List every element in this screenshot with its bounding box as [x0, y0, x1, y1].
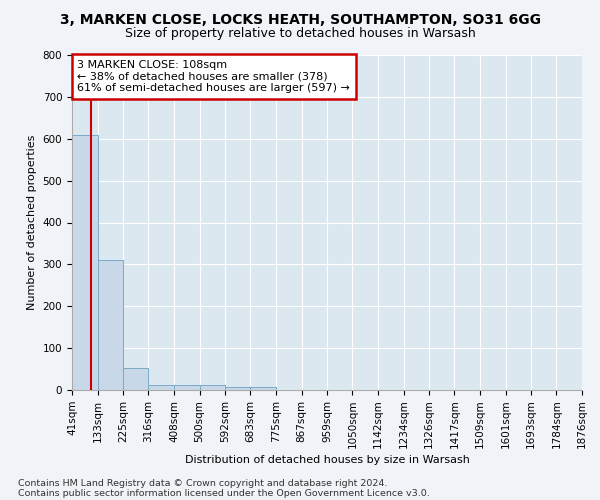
- Text: Contains public sector information licensed under the Open Government Licence v3: Contains public sector information licen…: [18, 488, 430, 498]
- Bar: [98, 260, 123, 390]
- Bar: [123, 368, 148, 390]
- Bar: [174, 384, 200, 390]
- Text: 3 MARKEN CLOSE: 108sqm
← 38% of detached houses are smaller (378)
61% of semi-de: 3 MARKEN CLOSE: 108sqm ← 38% of detached…: [77, 60, 350, 93]
- Bar: [225, 388, 250, 390]
- Text: Size of property relative to detached houses in Warsash: Size of property relative to detached ho…: [125, 28, 475, 40]
- Y-axis label: Number of detached properties: Number of detached properties: [27, 135, 37, 310]
- Bar: [250, 386, 276, 390]
- Text: 3, MARKEN CLOSE, LOCKS HEATH, SOUTHAMPTON, SO31 6GG: 3, MARKEN CLOSE, LOCKS HEATH, SOUTHAMPTO…: [59, 12, 541, 26]
- Bar: [72, 136, 98, 390]
- Bar: [148, 385, 174, 390]
- Text: Contains HM Land Registry data © Crown copyright and database right 2024.: Contains HM Land Registry data © Crown c…: [18, 478, 388, 488]
- Bar: [200, 385, 225, 390]
- X-axis label: Distribution of detached houses by size in Warsash: Distribution of detached houses by size …: [185, 456, 469, 466]
